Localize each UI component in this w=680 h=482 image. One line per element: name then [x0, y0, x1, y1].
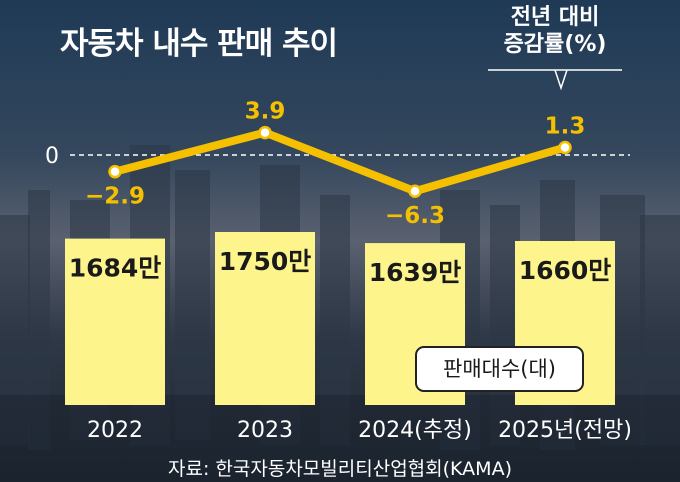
- zero-label: 0: [45, 144, 59, 169]
- x-tick-label: 2024(추정): [358, 418, 472, 443]
- unit-legend: 판매대수(대): [415, 346, 584, 392]
- yoy-line: [111, 128, 569, 196]
- bar: [65, 238, 165, 405]
- chart-title: 자동차 내수 판매 추이: [60, 26, 338, 62]
- source-note: 자료: 한국자동차모빌리티산업협회(KAMA): [168, 458, 512, 480]
- yoy-value-label: 3.9: [245, 99, 286, 125]
- bar-value-label: 1750만: [219, 247, 312, 276]
- yoy-value-label: −2.9: [85, 184, 145, 210]
- x-tick-label: 2022: [87, 418, 143, 443]
- yoy-legend-line2: 증감률(%): [503, 32, 607, 57]
- bar-value-label: 1684만: [69, 254, 162, 283]
- yoy-legend-line1: 전년 대비: [510, 5, 600, 30]
- bar-value-label: 1639만: [369, 258, 462, 287]
- yoy-point: [108, 164, 122, 179]
- yoy-value-label: 1.3: [545, 114, 586, 140]
- yoy-point: [558, 140, 572, 155]
- bar: [215, 232, 315, 405]
- x-tick-label: 2023: [237, 418, 293, 443]
- x-tick-label: 2025년(전망): [498, 418, 632, 443]
- bar-value-label: 1660만: [519, 256, 612, 285]
- yoy-legend-callout: [488, 69, 622, 91]
- yoy-legend: 전년 대비 증감률(%): [480, 4, 630, 58]
- yoy-value-label: −6.3: [385, 203, 445, 229]
- yoy-point: [258, 125, 272, 140]
- yoy-point: [408, 184, 422, 198]
